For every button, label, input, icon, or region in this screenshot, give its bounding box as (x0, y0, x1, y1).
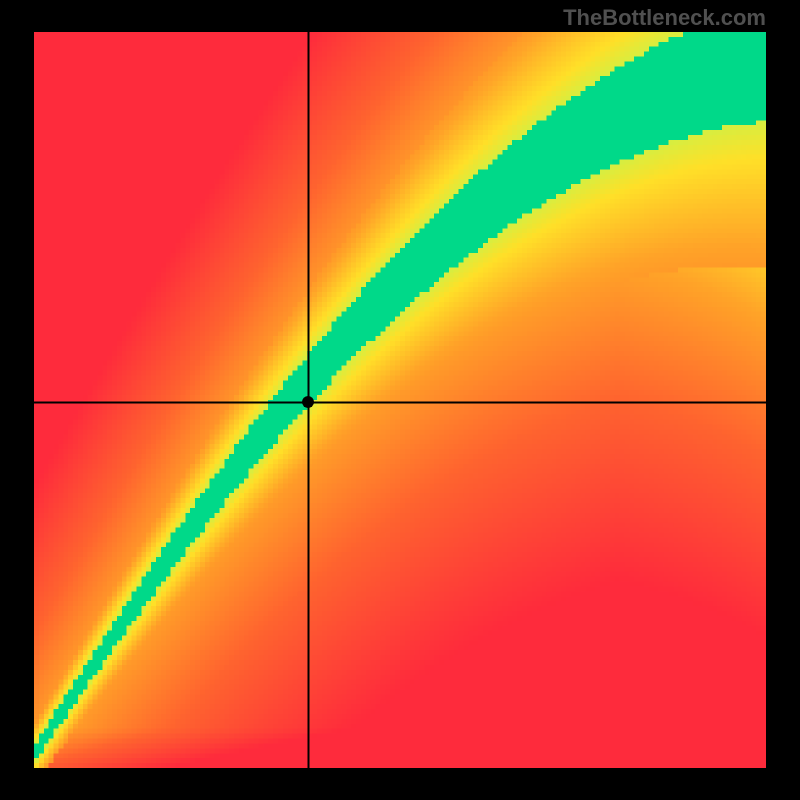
chart-container: TheBottleneck.com (0, 0, 800, 800)
watermark-text: TheBottleneck.com (563, 5, 766, 31)
overlay-canvas (34, 32, 766, 768)
